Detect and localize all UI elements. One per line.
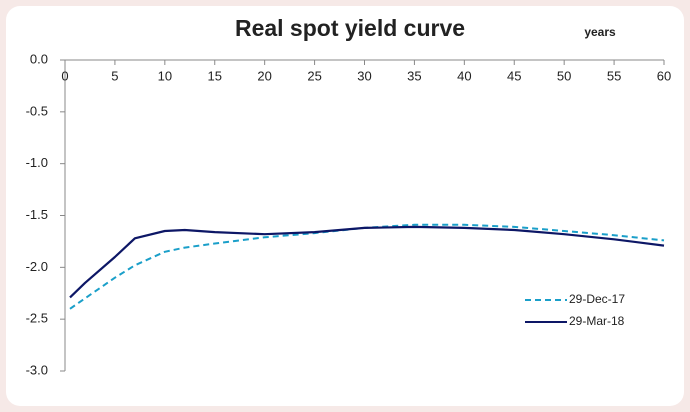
chart-title: Real spot yield curve [235,15,465,41]
x-tick-label: 25 [307,68,321,83]
panel [6,6,684,406]
x-axis-label: years [584,25,616,39]
y-tick-label: -0.5 [26,103,48,118]
x-tick-label: 45 [507,68,521,83]
y-tick-label: -2.0 [26,259,48,274]
x-tick-label: 20 [257,68,271,83]
y-tick-label: -1.0 [26,155,48,170]
x-tick-label: 30 [357,68,371,83]
series-line [69,225,665,299]
x-tick-label: 10 [158,68,172,83]
x-tick-label: 50 [557,68,571,83]
y-tick-label: -3.0 [26,362,48,377]
x-tick-label: 5 [111,68,118,83]
legend-label: 29-Dec-17 [569,292,625,306]
x-tick-label: 15 [208,68,222,83]
y-tick-label: 0.0 [30,51,48,66]
x-tick-label: 40 [457,68,471,83]
x-tick-label: 0 [61,68,68,83]
x-tick-label: 60 [657,68,671,83]
y-tick-label: -1.5 [26,207,48,222]
x-tick-label: 35 [407,68,421,83]
x-tick-label: 55 [607,68,621,83]
y-tick-label: -2.5 [26,311,48,326]
legend-label: 29-Mar-18 [569,314,625,328]
